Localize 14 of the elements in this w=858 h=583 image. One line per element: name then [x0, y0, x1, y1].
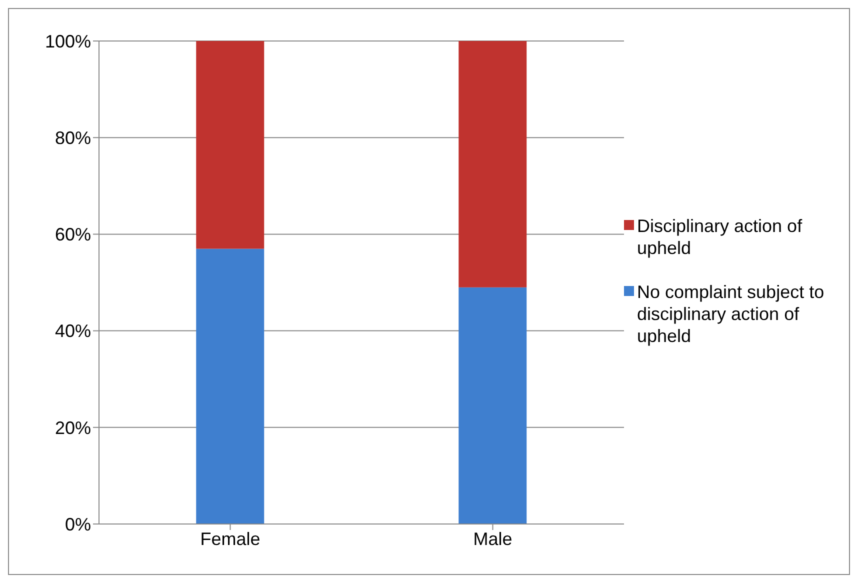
y-tick-label: 20% [54, 418, 91, 438]
bar [196, 41, 264, 249]
legend-label: Disciplinary action of upheld [637, 214, 804, 258]
legend-label: No complaint subject to disciplinary action of upheld [637, 280, 826, 346]
y-tick-label: 100% [44, 31, 91, 52]
y-tick-label: 0% [64, 514, 91, 534]
x-tick-label: Male [473, 528, 512, 549]
y-tick-label: 40% [54, 321, 91, 342]
bar [458, 41, 527, 288]
y-tick-label: 80% [54, 128, 91, 148]
x-tick-label: Female [200, 528, 260, 549]
y-tick-label: 60% [54, 224, 91, 245]
bar [458, 287, 527, 524]
bar [196, 248, 264, 524]
